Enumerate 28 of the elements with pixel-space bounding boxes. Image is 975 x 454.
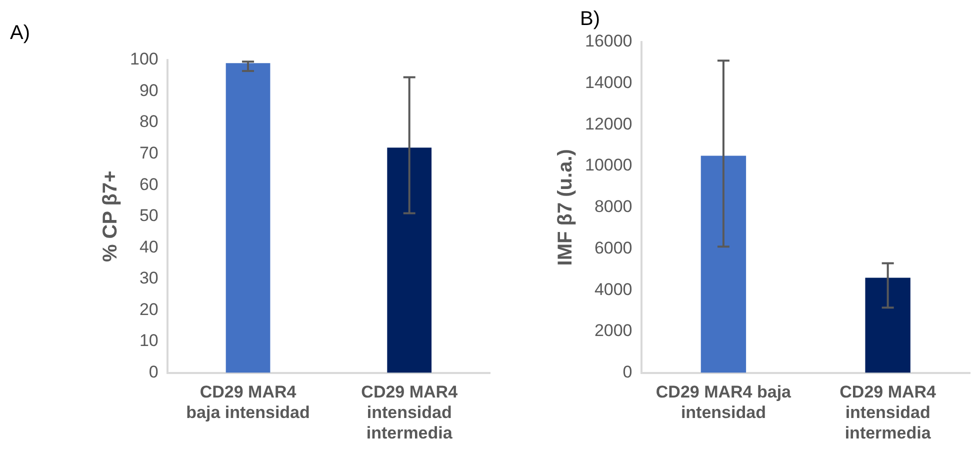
y-tick-label: 10 (139, 331, 158, 350)
y-tick-label: 30 (139, 268, 158, 288)
y-tick-label: 8000 (594, 197, 632, 216)
y-tick-label: 80 (139, 112, 158, 132)
y-tick-label: 90 (139, 80, 158, 100)
y-axis-title: % CP β7+ (100, 170, 122, 262)
y-tick-label: 70 (139, 144, 158, 163)
x-tick-label: CD29 MAR4 intensidad intermedia (361, 382, 458, 442)
y-tick-label: 0 (148, 362, 158, 382)
y-tick-label: 60 (139, 174, 158, 194)
y-tick-label: 12000 (584, 114, 632, 134)
chart-title: B) (580, 8, 600, 31)
y-tick-label: 4000 (594, 280, 632, 299)
y-tick-label: 2000 (594, 321, 632, 340)
y-tick-label: 14000 (584, 73, 632, 92)
y-tick-label: 6000 (594, 238, 632, 258)
y-tick-label: 10000 (584, 156, 632, 175)
y-axis-title: IMF β7 (u.a.) (554, 149, 577, 266)
y-tick-label: 50 (139, 206, 158, 226)
x-tick-label: CD29 MAR4 baja intensidad (186, 382, 310, 422)
x-tick-label: CD29 MAR4 intensidad intermedia (840, 382, 937, 442)
y-tick-label: 40 (139, 237, 158, 256)
x-tick-label: CD29 MAR4 baja intensidad (656, 382, 792, 422)
chart-title: A) (10, 22, 30, 45)
y-tick-label: 100 (130, 50, 158, 69)
y-tick-label: 0 (622, 362, 632, 382)
y-tick-label: 16000 (584, 32, 632, 51)
y-tick-label: 20 (139, 300, 158, 319)
